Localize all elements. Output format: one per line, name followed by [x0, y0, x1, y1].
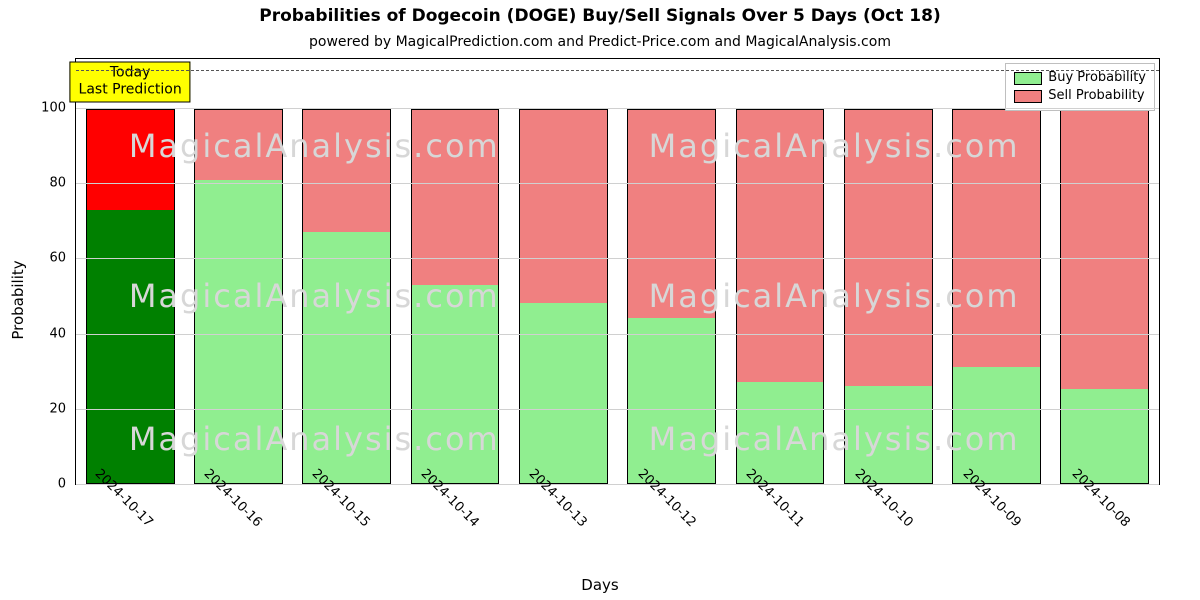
y-tick-label: 0: [58, 477, 66, 492]
bar-stack: [86, 108, 175, 484]
bar-slot: [184, 59, 292, 484]
legend-row-sell: Sell Probability: [1014, 87, 1146, 105]
x-tick-slot: 2024-10-15: [292, 493, 401, 563]
bar-stack: [736, 108, 825, 484]
bar-slot: [1051, 59, 1159, 484]
bar-segment-buy: [303, 232, 390, 483]
legend-swatch-sell: [1014, 90, 1042, 103]
bar-segment-sell: [195, 109, 282, 180]
bar-segment-sell: [1061, 109, 1148, 390]
bar-slot: [726, 59, 834, 484]
bar-stack: [411, 108, 500, 484]
bar-stack: [519, 108, 608, 484]
chart-title: Probabilities of Dogecoin (DOGE) Buy/Sel…: [0, 6, 1200, 26]
bars-row: [76, 59, 1159, 484]
x-tick-slot: 2024-10-11: [726, 493, 835, 563]
legend-label-buy: Buy Probability: [1048, 69, 1146, 87]
bar-segment-sell: [628, 109, 715, 318]
y-axis-label: Probability: [9, 260, 27, 339]
bar-stack: [952, 108, 1041, 484]
annotation-line2: Last Prediction: [79, 82, 182, 98]
bar-stack: [844, 108, 933, 484]
x-axis-label: Days: [0, 576, 1200, 594]
x-tick-slot: 2024-10-10: [835, 493, 944, 563]
bar-slot: [76, 59, 184, 484]
bar-slot: [942, 59, 1050, 484]
x-ticks-row: 2024-10-172024-10-162024-10-152024-10-14…: [75, 493, 1160, 563]
bar-segment-buy: [737, 382, 824, 483]
gridline: [76, 484, 1159, 485]
bar-segment-buy: [195, 180, 282, 483]
gridline: [76, 409, 1159, 410]
bar-segment-sell: [520, 109, 607, 304]
bar-segment-buy: [628, 318, 715, 483]
bar-segment-sell: [845, 109, 932, 386]
bar-slot: [617, 59, 725, 484]
gridline: [76, 183, 1159, 184]
bar-segment-sell: [87, 109, 174, 210]
x-tick-slot: 2024-10-13: [509, 493, 618, 563]
plot-area: Today Last Prediction Buy Probability Se…: [75, 58, 1160, 485]
bar-slot: [509, 59, 617, 484]
x-tick-slot: 2024-10-09: [943, 493, 1052, 563]
chart-subtitle: powered by MagicalPrediction.com and Pre…: [0, 34, 1200, 50]
chart-container: Probabilities of Dogecoin (DOGE) Buy/Sel…: [0, 0, 1200, 600]
bar-stack: [627, 108, 716, 484]
y-tick-label: 40: [49, 326, 66, 341]
legend-label-sell: Sell Probability: [1048, 87, 1144, 105]
reference-line: [76, 70, 1159, 71]
y-tick-label: 100: [41, 100, 66, 115]
legend-swatch-buy: [1014, 72, 1042, 85]
bar-segment-buy: [845, 386, 932, 483]
legend-row-buy: Buy Probability: [1014, 69, 1146, 87]
x-tick-slot: 2024-10-08: [1052, 493, 1161, 563]
bar-slot: [834, 59, 942, 484]
gridline: [76, 108, 1159, 109]
bar-stack: [302, 108, 391, 484]
bar-segment-buy: [520, 303, 607, 483]
bar-segment-buy: [87, 210, 174, 483]
x-tick-slot: 2024-10-16: [184, 493, 293, 563]
bar-segment-sell: [303, 109, 390, 232]
y-tick-label: 60: [49, 251, 66, 266]
today-annotation: Today Last Prediction: [70, 61, 191, 102]
bar-stack: [194, 108, 283, 484]
y-tick-label: 20: [49, 401, 66, 416]
bar-segment-sell: [737, 109, 824, 382]
bar-segment-buy: [412, 285, 499, 483]
annotation-line1: Today: [110, 64, 151, 80]
bar-slot: [293, 59, 401, 484]
x-tick-slot: 2024-10-14: [401, 493, 510, 563]
gridline: [76, 258, 1159, 259]
y-tick-label: 80: [49, 176, 66, 191]
x-tick-slot: 2024-10-12: [618, 493, 727, 563]
gridline: [76, 334, 1159, 335]
bar-slot: [401, 59, 509, 484]
x-tick-slot: 2024-10-17: [75, 493, 184, 563]
bar-segment-buy: [1061, 389, 1148, 483]
bar-segment-buy: [953, 367, 1040, 483]
bar-stack: [1060, 108, 1149, 484]
bar-segment-sell: [953, 109, 1040, 367]
